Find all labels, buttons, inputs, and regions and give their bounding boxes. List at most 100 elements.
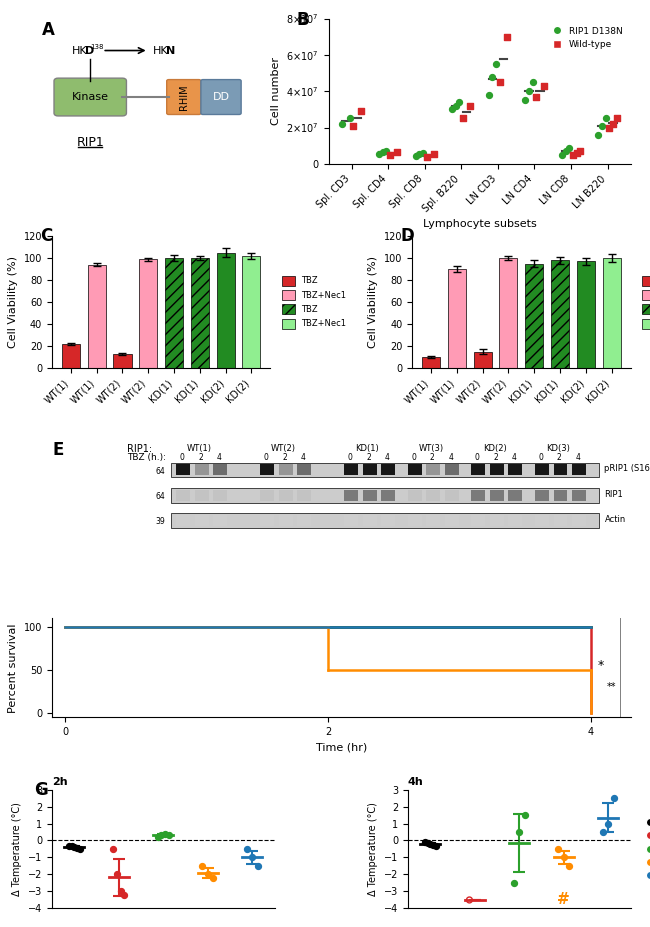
Text: TBZ (h.):: TBZ (h.):	[127, 453, 166, 462]
Point	[509, 876, 519, 891]
Bar	[490, 514, 504, 526]
Point	[378, 145, 388, 159]
Bar	[572, 489, 586, 501]
Text: 64: 64	[155, 466, 165, 476]
Text: RIP1: RIP1	[76, 135, 104, 148]
Point	[119, 887, 129, 902]
Point	[69, 840, 79, 855]
Point	[115, 884, 125, 899]
Point	[112, 867, 122, 882]
Bar	[195, 464, 209, 476]
Text: B: B	[296, 11, 309, 30]
Text: 4: 4	[448, 453, 453, 462]
Text: 0: 0	[348, 453, 352, 462]
Text: 4: 4	[301, 453, 305, 462]
Point	[601, 111, 611, 126]
Text: N: N	[166, 45, 175, 56]
Text: 0: 0	[264, 453, 268, 462]
Bar	[176, 489, 190, 501]
Point	[604, 121, 615, 135]
Point	[564, 858, 575, 873]
Bar	[572, 464, 586, 476]
Bar	[381, 489, 395, 501]
Text: HK: HK	[72, 45, 88, 56]
Point	[381, 144, 391, 159]
Point	[66, 839, 77, 854]
Bar	[408, 464, 422, 476]
Point	[414, 146, 424, 161]
Bar	[242, 256, 261, 368]
Text: 2h: 2h	[52, 778, 68, 787]
Text: Actin: Actin	[604, 515, 626, 524]
Text: 2: 2	[430, 453, 434, 462]
Text: WT(2): WT(2)	[271, 443, 296, 452]
Text: 2: 2	[366, 453, 370, 462]
Bar	[551, 260, 569, 368]
Point	[495, 75, 505, 90]
Point	[160, 826, 170, 841]
Point	[450, 98, 461, 113]
Point	[598, 825, 608, 840]
Point	[558, 850, 569, 865]
Bar	[165, 258, 183, 368]
Point	[488, 70, 498, 84]
Bar	[426, 489, 440, 501]
Point	[374, 146, 384, 161]
Bar	[297, 514, 311, 526]
Text: KD(1): KD(1)	[356, 443, 379, 452]
Bar	[535, 514, 549, 526]
Bar	[363, 464, 376, 476]
Text: 0: 0	[538, 453, 543, 462]
Point	[502, 30, 512, 44]
Bar	[554, 489, 567, 501]
Bar	[554, 464, 567, 476]
Text: 2: 2	[198, 453, 203, 462]
Text: 4h: 4h	[408, 778, 424, 787]
Point	[520, 93, 530, 108]
Text: 2: 2	[557, 453, 562, 462]
Y-axis label: Cell Viability (%): Cell Viability (%)	[8, 256, 18, 349]
Bar	[408, 489, 422, 501]
Text: KD(2): KD(2)	[483, 443, 506, 452]
Bar	[139, 260, 157, 368]
Text: 2: 2	[493, 453, 498, 462]
Point	[242, 842, 252, 857]
Bar	[62, 344, 80, 368]
Point	[514, 825, 525, 840]
Legend: RIP1 D138N, Wild-type: RIP1 D138N, Wild-type	[549, 23, 626, 53]
Text: D: D	[400, 227, 414, 246]
Bar	[176, 464, 190, 476]
Bar	[344, 464, 358, 476]
Bar	[445, 489, 459, 501]
Point	[337, 117, 348, 132]
X-axis label: Time (hr): Time (hr)	[316, 743, 367, 753]
Point	[458, 111, 468, 126]
Point	[203, 867, 213, 882]
Bar	[535, 489, 549, 501]
Point	[428, 837, 438, 852]
Point	[156, 828, 166, 843]
Bar	[448, 269, 466, 368]
Point	[491, 57, 501, 71]
Bar	[213, 514, 228, 526]
Bar	[363, 514, 376, 526]
Bar	[381, 464, 395, 476]
Bar	[577, 261, 595, 368]
Bar	[213, 489, 228, 501]
Text: 0: 0	[474, 453, 480, 462]
Bar	[176, 514, 190, 526]
Bar	[408, 514, 422, 526]
Text: 4: 4	[216, 453, 222, 462]
Text: HK: HK	[153, 45, 168, 56]
Text: D: D	[85, 45, 94, 56]
Text: Kinase: Kinase	[72, 92, 109, 102]
Bar	[525, 263, 543, 368]
Text: **: **	[607, 682, 616, 692]
Text: E: E	[52, 441, 64, 460]
Text: 4: 4	[385, 453, 389, 462]
Point	[108, 842, 118, 857]
Point	[484, 87, 494, 102]
Bar	[490, 464, 504, 476]
Point	[421, 149, 432, 164]
Point	[527, 75, 538, 90]
